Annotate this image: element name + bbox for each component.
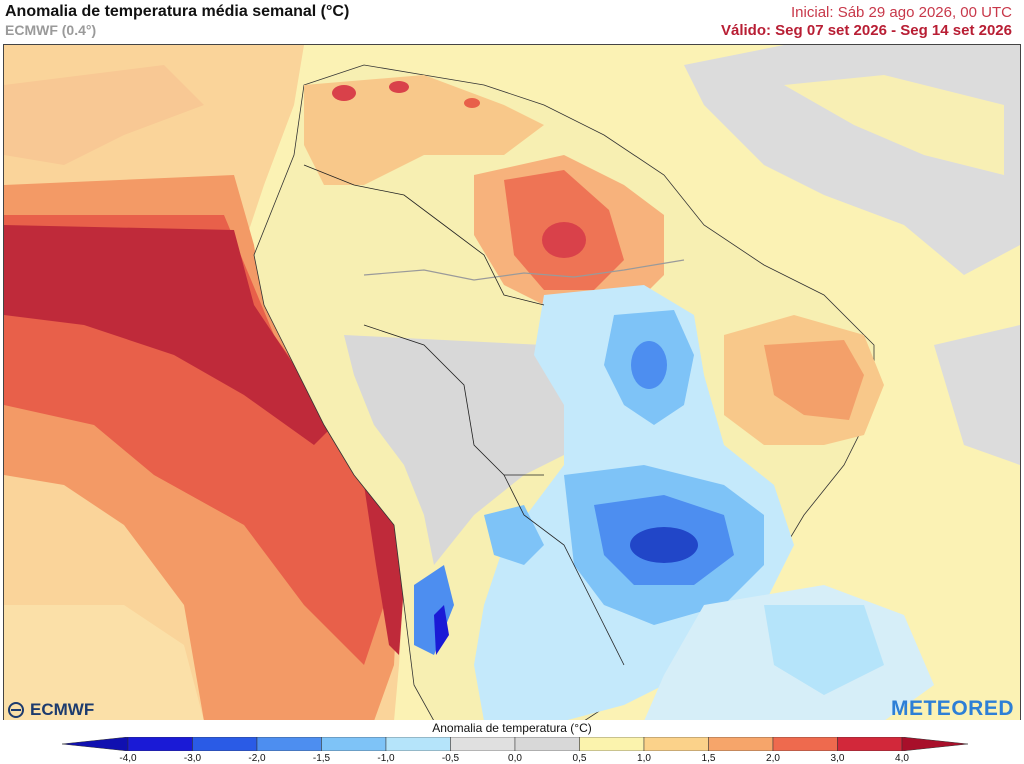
initial-run-label: Inicial: Sáb 29 ago 2026, 00 UTC bbox=[791, 4, 1012, 21]
anomaly-venezuela-hotspot-1 bbox=[332, 85, 356, 101]
color-legend: Anomalia de temperatura (°C) -4,0 -3,0 -2,… bbox=[0, 720, 1024, 764]
anomaly-warm-patch-atlantic bbox=[784, 75, 1004, 175]
legend-tick-label: -3,0 bbox=[183, 753, 202, 764]
colorbar-arrow-left bbox=[62, 737, 129, 751]
legend-title: Anomalia de temperatura (°C) bbox=[432, 721, 592, 735]
amazon-river bbox=[363, 259, 685, 281]
colorbar-segment bbox=[514, 737, 580, 751]
map-header: Anomalia de temperatura média semanal (°… bbox=[0, 0, 1024, 44]
legend-tick-label: -4,0 bbox=[119, 753, 137, 764]
border-line-3 bbox=[503, 474, 625, 666]
legend-tick-label: -1,5 bbox=[312, 753, 331, 764]
colorbar-arrow-right bbox=[901, 737, 968, 751]
ecmwf-logo-text: ECMWF bbox=[30, 700, 95, 719]
legend-tick-label: -2,0 bbox=[248, 753, 266, 764]
anomaly-venezuela-hotspot-2 bbox=[389, 81, 409, 93]
colorbar bbox=[62, 737, 968, 751]
colorbar-segment bbox=[256, 737, 322, 751]
anomaly-central-neutral bbox=[344, 335, 624, 565]
anomaly-cold-andes-core bbox=[434, 605, 449, 655]
anomaly-map[interactable]: ECMWF METEORED bbox=[3, 44, 1021, 722]
ecmwf-logo: ECMWF bbox=[8, 700, 94, 720]
anomaly-cold-andes bbox=[414, 565, 454, 655]
anomaly-cool-atlantic-core bbox=[764, 605, 884, 695]
colorbar-segment bbox=[192, 737, 258, 751]
colorbar-segment bbox=[643, 737, 709, 751]
legend-tick-label: -1,0 bbox=[377, 753, 395, 764]
colorbar-segment bbox=[837, 737, 903, 751]
colorbar-segment bbox=[772, 737, 838, 751]
map-canvas bbox=[4, 45, 1020, 721]
border-line-1 bbox=[303, 164, 545, 306]
ecmwf-logo-icon bbox=[8, 702, 24, 718]
legend-tick-label: 2,0 bbox=[766, 753, 780, 764]
legend-tick-label: 1,0 bbox=[637, 753, 651, 764]
colorbar-segment bbox=[321, 737, 387, 751]
colorbar-segment bbox=[127, 737, 193, 751]
anomaly-cold-paraguay bbox=[484, 505, 544, 565]
model-label: ECMWF (0.4°) bbox=[5, 22, 97, 38]
map-title: Anomalia de temperatura média semanal (°… bbox=[5, 3, 350, 20]
meteored-logo: METEORED bbox=[890, 697, 1014, 720]
anomaly-pacific-south bbox=[4, 605, 204, 721]
colorbar-segment bbox=[450, 737, 516, 751]
anomaly-pacific-north bbox=[4, 65, 204, 165]
colorbar-segment bbox=[385, 737, 451, 751]
valid-period-label: Válido: Seg 07 set 2026 - Seg 14 set 202… bbox=[721, 22, 1012, 39]
legend-tick-label: 0,5 bbox=[572, 753, 587, 764]
legend-tick-label: 0,0 bbox=[508, 753, 522, 764]
legend-tick-label: 1,5 bbox=[701, 753, 716, 764]
anomaly-amazon-core bbox=[542, 222, 586, 258]
anomaly-cold-west-core bbox=[631, 341, 667, 389]
legend-tick-label: 3,0 bbox=[830, 753, 845, 764]
anomaly-northeast-orange bbox=[764, 340, 864, 420]
anomaly-northwest-warm bbox=[304, 75, 544, 185]
border-line-2 bbox=[363, 324, 544, 476]
legend-tick-label: 4,0 bbox=[895, 753, 909, 764]
legend-tick-label: -0,5 bbox=[441, 753, 460, 764]
anomaly-venezuela-hotspot-3 bbox=[464, 98, 480, 108]
anomaly-neutral-atlantic-east bbox=[934, 325, 1020, 465]
anomaly-pacific-darkred bbox=[4, 225, 334, 445]
colorbar-segment bbox=[708, 737, 774, 751]
anomaly-cold-southeast-core bbox=[630, 527, 698, 563]
colorbar-segment bbox=[579, 737, 645, 751]
